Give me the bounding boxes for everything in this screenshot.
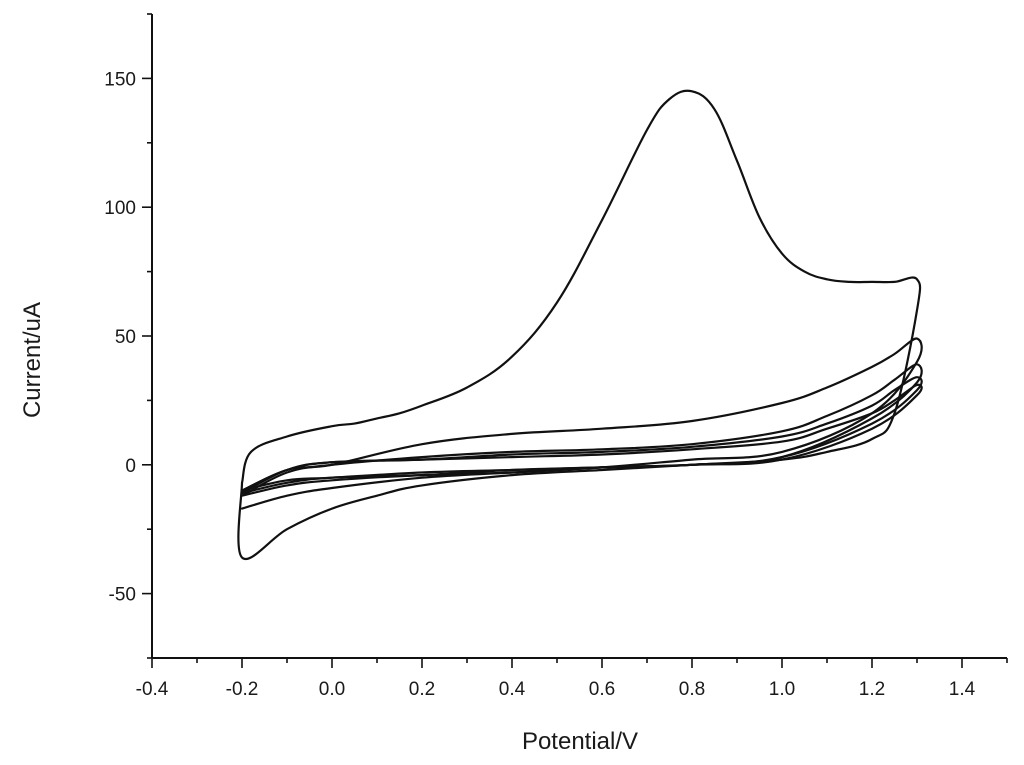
x-tick-label: -0.2 — [226, 679, 259, 700]
x-tick-label: -0.4 — [136, 679, 169, 700]
x-tick-label: 1.0 — [769, 679, 795, 700]
cv-cycle-4 — [240, 376, 923, 495]
cv-cycle-1 — [237, 89, 922, 561]
x-tick-label: 0.4 — [499, 679, 526, 700]
cv-cycle-5 — [240, 383, 923, 492]
y-axis-label: Current/uA — [19, 302, 46, 418]
y-tick-label: 150 — [104, 69, 136, 90]
cv-cycle-3 — [240, 363, 923, 497]
x-ticks: -0.4 -0.2 0.0 0.2 0.4 0.6 0.8 1.0 1.2 1.4 — [136, 658, 1008, 700]
x-tick-label: 0.6 — [589, 679, 615, 700]
x-axis-label: Potential/V — [522, 728, 638, 755]
cv-curves — [237, 89, 923, 561]
x-tick-label: 0.8 — [679, 679, 705, 700]
x-tick-label: 0.2 — [409, 679, 435, 700]
y-tick-label: -50 — [109, 585, 136, 606]
x-tick-label: 1.2 — [859, 679, 885, 700]
axes — [151, 14, 1007, 659]
y-tick-label: 50 — [115, 327, 136, 348]
y-tick-label: 100 — [104, 198, 136, 219]
y-ticks: -50 0 50 100 150 — [104, 13, 152, 659]
x-tick-label: 0.0 — [319, 679, 345, 700]
x-tick-label: 1.4 — [949, 679, 976, 700]
y-tick-label: 0 — [125, 456, 136, 477]
